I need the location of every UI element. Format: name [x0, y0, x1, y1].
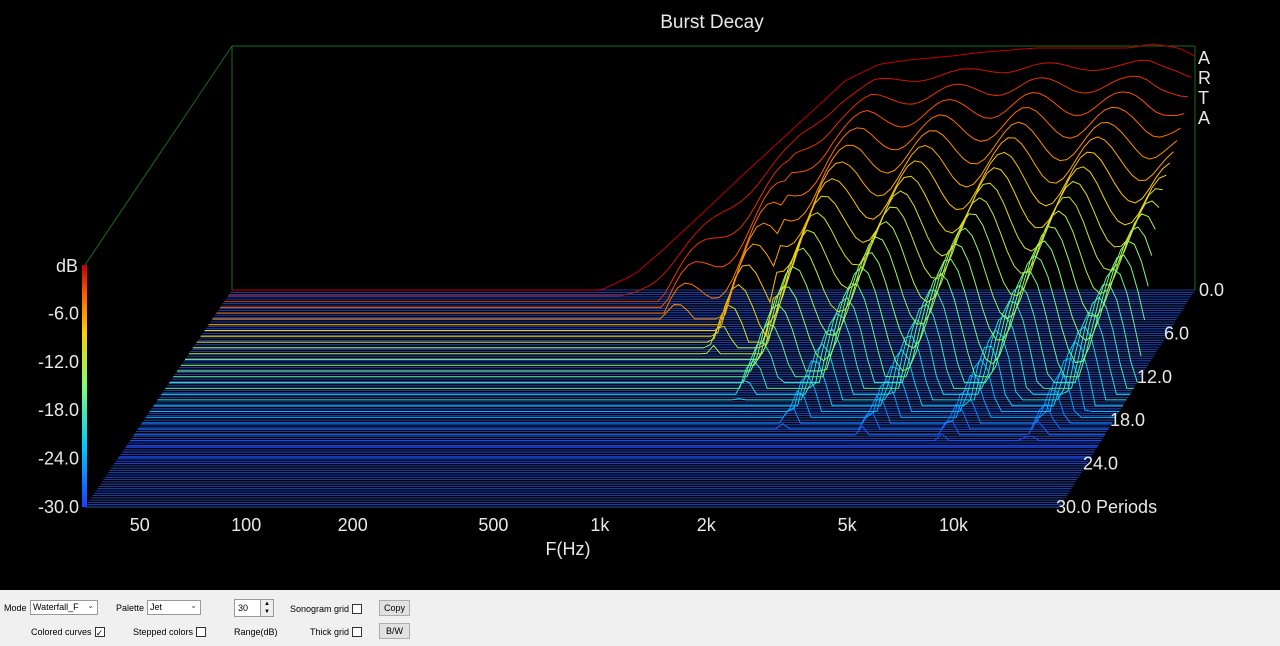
range-value: 30 — [238, 603, 249, 613]
decay-curve — [141, 388, 1113, 424]
decay-curve — [185, 226, 1153, 360]
x-tick-label: 200 — [338, 515, 368, 535]
decay-curve — [134, 417, 1105, 436]
range-label: Range(dB) — [234, 627, 278, 637]
decay-curve — [165, 296, 1134, 389]
decay-curves — [114, 43, 1196, 465]
range-spinner[interactable]: 30 ▲ ▼ — [234, 599, 274, 617]
decay-curve — [232, 43, 1196, 291]
watermark-letter: T — [1198, 88, 1209, 108]
z-tick-label: -18.0 — [38, 400, 79, 420]
floor-lines — [85, 289, 1195, 508]
decay-curve — [208, 136, 1174, 326]
x-tick-label: 5k — [838, 515, 858, 535]
decay-curve — [228, 59, 1192, 297]
watermark-letter: R — [1198, 68, 1211, 88]
sonogram-grid-checkbox[interactable] — [352, 604, 363, 614]
palette-label: Palette — [116, 603, 145, 613]
decay-curve — [137, 402, 1109, 430]
frame-left-top — [84, 45, 233, 266]
thick-grid-checkbox[interactable] — [352, 627, 363, 637]
watermark-letter: A — [1198, 108, 1210, 128]
watermark-letter: A — [1198, 48, 1210, 68]
decay-curve — [196, 180, 1163, 343]
mode-select[interactable]: Waterfall_F ⌄ — [30, 600, 98, 615]
decay-curve — [188, 210, 1156, 355]
z-tick-label: -6.0 — [48, 303, 79, 323]
palette-select[interactable]: Jet ⌄ — [147, 600, 201, 615]
decay-curve — [153, 340, 1123, 407]
decay-curve — [204, 151, 1171, 331]
chart-title: Burst Decay — [660, 12, 764, 33]
spin-down-icon[interactable]: ▼ — [260, 608, 273, 616]
chevron-down-icon: ⌄ — [87, 601, 94, 610]
decay-curve — [169, 284, 1138, 384]
decay-curve — [173, 268, 1142, 378]
decay-curve — [216, 106, 1181, 314]
color-scale-bar — [82, 265, 87, 507]
x-tick-label: 500 — [478, 515, 508, 535]
z-tick-label: -12.0 — [38, 352, 79, 372]
x-tick-label: 100 — [231, 515, 261, 535]
decay-curve — [130, 432, 1102, 441]
x-tick-label: 10k — [939, 515, 969, 535]
control-panel: Mode Waterfall_F ⌄ Palette Jet ⌄ 30 ▲ ▼ Ra… — [0, 590, 1280, 646]
bw-button[interactable]: B/W — [379, 623, 410, 639]
decay-curve — [224, 75, 1188, 303]
mode-label: Mode — [4, 603, 27, 613]
sonogram-grid-label: Sonogram grid — [290, 604, 350, 614]
decay-curve — [192, 196, 1160, 349]
depth-tick-label: 12.0 — [1137, 367, 1172, 387]
x-tick-label: 50 — [130, 515, 150, 535]
decay-curve — [149, 357, 1120, 412]
decay-curve — [145, 371, 1116, 418]
z-tick-label: -24.0 — [38, 449, 79, 469]
copy-button[interactable]: Copy — [379, 600, 410, 616]
stepped-colors-label: Stepped colors — [133, 627, 194, 637]
z-tick-label: -30.0 — [38, 497, 79, 517]
x-tick-label: 1k — [590, 515, 610, 535]
z-tick-label: 0.0 — [1199, 280, 1224, 300]
depth-tick-label: 18.0 — [1110, 410, 1145, 430]
x-axis-ticks: 50 100 200 500 1k 2k 5k 10k — [130, 515, 969, 535]
x-tick-label: 2k — [697, 515, 717, 535]
z-axis-label: dB — [56, 256, 78, 276]
z-axis-ticks: 0.0 -6.0 -12.0 -18.0 -24.0 -30.0 — [38, 280, 1224, 517]
decay-curve — [181, 240, 1149, 366]
decay-curve — [161, 311, 1131, 395]
decay-curve — [157, 325, 1127, 401]
depth-tick-label: 24.0 — [1083, 454, 1118, 474]
waterfall-chart: Burst Decay dB 0.0 -6.0 -12.0 -18.0 -24.0 -30… — [37, 12, 1225, 559]
decay-curve — [220, 91, 1185, 308]
decay-curve — [177, 254, 1146, 372]
chevron-down-icon: ⌄ — [190, 601, 197, 610]
colored-curves-checkbox[interactable]: ✓ — [94, 627, 105, 638]
depth-axis-ticks: 6.0 12.0 18.0 24.0 30.0 Periods — [1056, 323, 1189, 517]
depth-tick-label: 30.0 Periods — [1056, 497, 1157, 517]
stepped-colors-checkbox[interactable] — [196, 627, 207, 637]
colored-curves-label: Colored curves — [31, 627, 92, 637]
x-axis-label: F(Hz) — [546, 539, 591, 559]
decay-curve — [212, 121, 1178, 320]
thick-grid-label: Thick grid — [310, 627, 350, 637]
depth-tick-label: 6.0 — [1164, 323, 1189, 343]
decay-curve — [200, 166, 1167, 338]
